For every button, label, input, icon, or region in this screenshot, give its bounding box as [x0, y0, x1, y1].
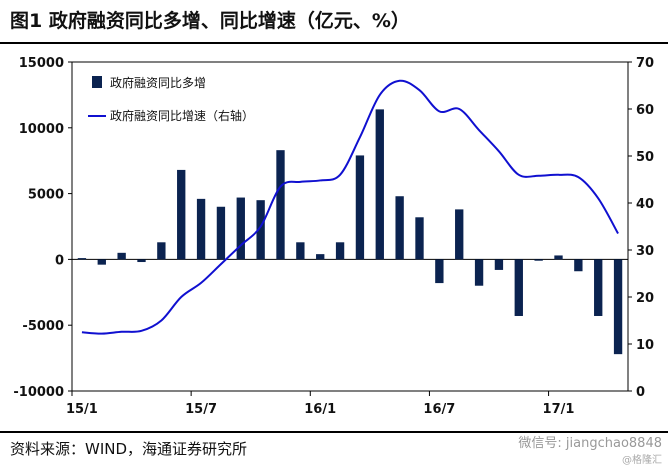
right-tick-label: 10	[636, 338, 654, 353]
title-bar: 图1 政府融资同比多增、同比增速（亿元、%）	[0, 0, 668, 40]
chart-area: 15000 10000 5000 0 -5000 -10000 70 60 50 40 30 20 10…	[13, 56, 654, 417]
bar	[554, 255, 563, 260]
bar	[97, 259, 106, 265]
axes: 15000 10000 5000 0 -5000 -10000 70 60 50 40 30 20 10…	[13, 56, 654, 417]
source-note: 资料来源：WIND，海通证券研究所	[10, 440, 248, 458]
plot-frame	[71, 61, 629, 392]
right-tick-label: 70	[636, 56, 654, 71]
bar	[435, 259, 444, 284]
bar	[415, 217, 424, 260]
line-series	[81, 79, 619, 335]
left-tick-label: -10000	[13, 385, 64, 400]
bar	[256, 200, 265, 260]
bar	[137, 259, 146, 263]
x-tick-label: 17/1	[543, 402, 575, 417]
bar	[455, 209, 464, 260]
left-tick-label: 5000	[28, 188, 64, 203]
bar	[534, 259, 543, 261]
bar	[594, 259, 603, 316]
left-tick-label: 0	[55, 253, 64, 268]
bar	[574, 259, 583, 272]
bar	[355, 155, 365, 260]
watermark-handle: @格隆汇	[622, 455, 662, 466]
bar	[216, 206, 226, 260]
bar	[316, 254, 325, 260]
bar	[77, 258, 87, 260]
left-tick-label: 10000	[19, 122, 64, 137]
right-tick-label: 60	[636, 103, 654, 118]
x-tick-label: 15/1	[66, 402, 98, 417]
x-tick-label: 16/7	[423, 402, 455, 417]
bar	[296, 242, 305, 260]
bar	[196, 198, 206, 260]
watermark: 微信号: jiangchao8848	[518, 436, 662, 451]
legend-bar-label: 政府融资同比多增	[110, 75, 206, 90]
footer-rule	[0, 431, 668, 433]
growth-line	[81, 79, 619, 335]
left-tick-label: -5000	[22, 319, 64, 334]
right-tick-label: 30	[636, 244, 654, 259]
bar	[395, 196, 404, 260]
bar	[375, 109, 384, 260]
bar	[117, 252, 126, 260]
bar	[177, 169, 186, 260]
x-tick-label: 15/7	[185, 402, 217, 417]
chart-title: 图1 政府融资同比多增、同比增速（亿元、%）	[10, 10, 410, 32]
bar	[157, 242, 166, 260]
bar	[613, 259, 623, 355]
title-rule	[0, 42, 668, 44]
legend-bar-swatch	[92, 76, 102, 88]
legend-line-label: 政府融资同比增速（右轴）	[110, 108, 254, 123]
bar	[514, 259, 523, 316]
bar	[494, 259, 504, 270]
x-tick-label: 16/1	[304, 402, 336, 417]
right-tick-label: 0	[636, 385, 645, 400]
bar-series	[77, 109, 623, 355]
bar	[276, 150, 285, 260]
right-tick-label: 50	[636, 150, 654, 165]
left-tick-label: 15000	[19, 56, 64, 71]
bar	[236, 197, 245, 260]
bar	[474, 259, 484, 286]
right-tick-label: 40	[636, 197, 654, 212]
right-tick-label: 20	[636, 291, 654, 306]
bar	[335, 242, 345, 260]
